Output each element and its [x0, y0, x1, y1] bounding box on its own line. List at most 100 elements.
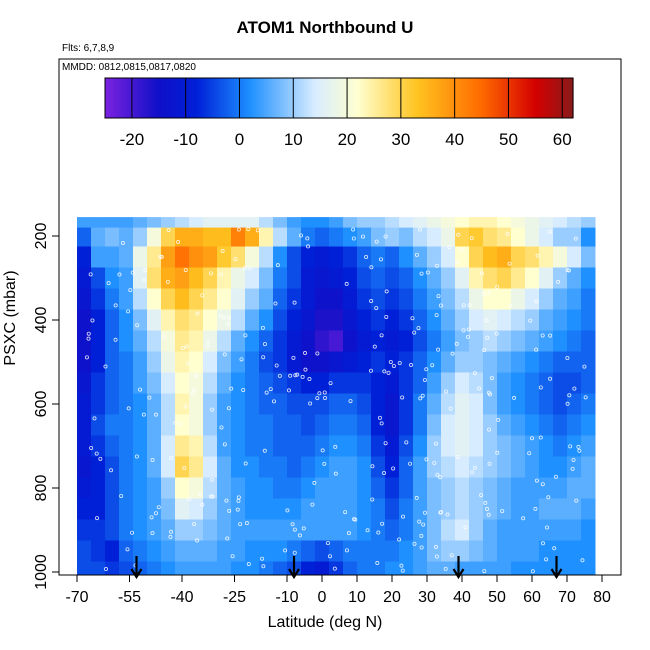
colorbar-strip — [532, 78, 536, 118]
y-tick-label: 600 — [33, 391, 50, 418]
observation-point — [241, 387, 246, 392]
observation-point — [479, 271, 484, 276]
heatmap-cell — [301, 477, 316, 499]
x-tick-label: -25 — [223, 589, 246, 606]
heatmap-cell — [469, 561, 484, 575]
heatmap-cell — [399, 372, 414, 394]
observation-point — [142, 278, 147, 283]
heatmap-cell — [511, 351, 526, 373]
colorbar-tick-label: 30 — [391, 130, 410, 149]
heatmap-cell — [497, 267, 512, 289]
heatmap-cell — [525, 288, 540, 310]
heatmap-cell — [287, 309, 302, 331]
heatmap-cell — [175, 540, 190, 562]
heatmap-cell — [287, 372, 302, 394]
observation-point — [225, 536, 230, 541]
heatmap-cell — [511, 561, 526, 575]
heatmap-cell — [343, 477, 358, 499]
heatmap-cell — [231, 288, 246, 310]
heatmap-cell — [553, 351, 568, 373]
heatmap-cell — [301, 288, 316, 310]
heatmap-cell — [203, 351, 218, 373]
heatmap-cell — [147, 217, 162, 229]
observation-point — [495, 450, 500, 455]
observation-point — [540, 333, 545, 338]
heatmap-cell — [133, 227, 148, 247]
observation-point — [417, 519, 422, 524]
observation-point — [192, 387, 197, 392]
heatmap-cell — [469, 246, 484, 268]
heatmap-cell — [343, 351, 358, 373]
heatmap-cell — [105, 414, 120, 436]
colorbar-strip — [153, 78, 157, 118]
heatmap-cell — [539, 477, 554, 499]
heatmap-cell — [91, 267, 106, 289]
heatmap-cell — [539, 540, 554, 562]
heatmap-cell — [175, 246, 190, 268]
heatmap-cell — [91, 351, 106, 373]
observation-point — [218, 314, 223, 319]
heatmap-cell — [259, 217, 274, 229]
observation-point — [344, 281, 349, 286]
heatmap-cell — [147, 498, 162, 520]
observation-point — [126, 406, 131, 411]
observation-point — [434, 263, 439, 268]
flight-arrows — [130, 556, 563, 580]
observation-point — [401, 514, 406, 519]
observation-point — [332, 566, 337, 571]
observation-point — [283, 548, 288, 553]
heatmap-cell — [469, 372, 484, 394]
heatmap-cell — [287, 217, 302, 229]
heatmap-cell — [413, 288, 428, 310]
heatmap-cell — [273, 288, 288, 310]
heatmap-cell — [343, 246, 358, 268]
observation-point — [496, 417, 501, 422]
colorbar-strip — [226, 78, 230, 118]
plot-frame — [58, 58, 622, 576]
x-tick-label: -10 — [275, 589, 298, 606]
colorbar-strip — [408, 78, 413, 118]
heatmap-cell — [203, 414, 218, 436]
colorbar-strip — [567, 78, 571, 118]
observation-point — [200, 293, 205, 298]
heatmap-cell — [203, 288, 218, 310]
heatmap-cell — [399, 330, 414, 352]
heatmap-cell — [427, 456, 442, 478]
heatmap-cell — [189, 498, 204, 520]
colorbar-strip — [460, 78, 464, 118]
colorbar-strip — [183, 78, 187, 118]
observation-point — [185, 361, 190, 366]
heatmap-cell — [567, 393, 582, 415]
heatmap-cell — [161, 456, 176, 478]
colorbar-strip — [188, 78, 192, 118]
heatmap-cell — [301, 330, 316, 352]
colorbar-strip — [166, 78, 171, 118]
heatmap-cell — [315, 498, 330, 520]
observation-point — [388, 359, 393, 364]
heatmap-cell — [329, 351, 344, 373]
heatmap-cell — [343, 330, 358, 352]
heatmap-cell — [133, 435, 148, 457]
heatmap-cell — [105, 267, 120, 289]
observation-point — [182, 465, 187, 470]
heatmap-cell — [357, 519, 372, 541]
colorbar-strip — [527, 78, 531, 118]
observation-point — [383, 441, 388, 446]
heatmap-cell — [161, 393, 176, 415]
observation-point — [370, 464, 375, 469]
heatmap-cell — [385, 227, 400, 247]
heatmap-cell — [371, 477, 386, 499]
heatmap-cell — [343, 498, 358, 520]
observation-point — [376, 530, 381, 535]
heatmap-cell — [217, 393, 232, 415]
heatmap-cell — [287, 267, 302, 289]
observation-point — [419, 271, 424, 276]
heatmap-cell — [91, 372, 106, 394]
heatmap-cell — [259, 456, 274, 478]
heatmap-cell — [217, 267, 232, 289]
observation-point — [364, 255, 369, 260]
observation-point — [292, 300, 297, 305]
observation-point — [375, 561, 380, 566]
heatmap-cell — [147, 519, 162, 541]
heatmap-cell — [581, 498, 596, 520]
